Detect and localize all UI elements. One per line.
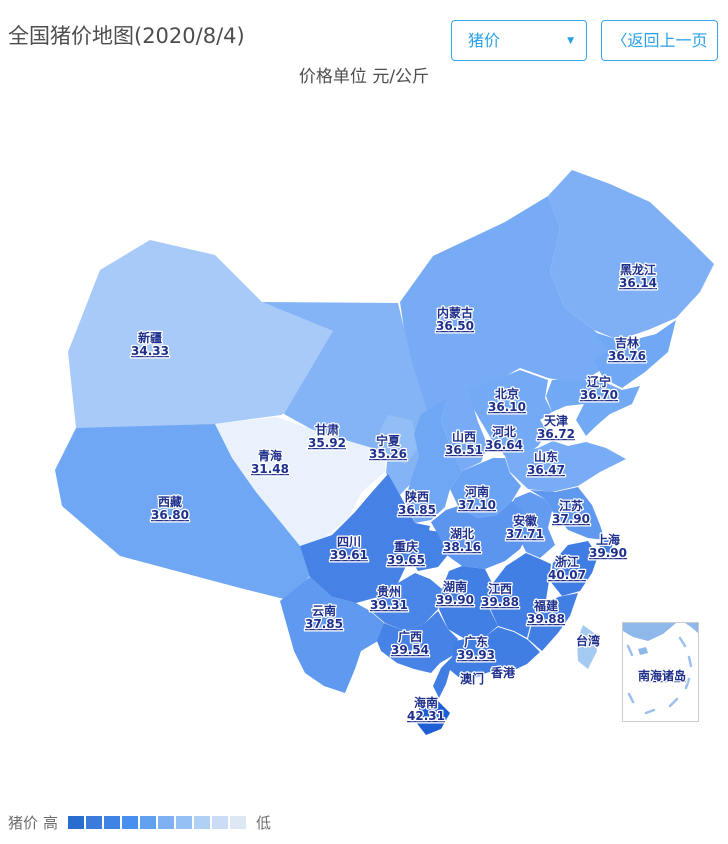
legend-swatch (140, 816, 157, 829)
province-ningxia[interactable] (380, 415, 419, 465)
legend-swatch (158, 816, 175, 829)
inset-islet (638, 647, 648, 655)
inset-label: 南海诸岛 (638, 668, 686, 683)
legend-swatch (86, 816, 103, 829)
legend-swatch (230, 816, 247, 829)
south-china-sea-inset: 南海诸岛 (622, 622, 699, 722)
province-guangdong[interactable] (433, 627, 540, 698)
province-label-jilin: 吉林 36.76 (608, 335, 646, 363)
province-hebei[interactable] (468, 370, 552, 458)
province-label-fujian: 福建 39.88 (527, 598, 565, 626)
province-zhejiang[interactable] (550, 541, 598, 596)
metric-select-value: 猪价 (468, 31, 501, 50)
chevron-left-icon: 〈 (611, 31, 628, 50)
province-label-anhui: 安徽 37.71 (506, 513, 544, 541)
province-label-ningxia: 宁夏 35.26 (369, 433, 407, 461)
province-label-yunnan: 云南 37.85 (305, 603, 343, 631)
province-label-heilongjiang: 黑龙江 36.14 (619, 262, 657, 290)
province-qinghai[interactable] (215, 417, 386, 546)
province-hainan[interactable] (415, 700, 450, 735)
province-guizhou[interactable] (371, 573, 442, 631)
province-shandong[interactable] (505, 441, 626, 492)
province-liaoning[interactable] (546, 380, 640, 436)
back-button[interactable]: 〈返回上一页 (601, 20, 718, 61)
province-label-neimenggu: 内蒙古 36.50 (436, 305, 474, 333)
province-jiangsu[interactable] (530, 487, 605, 540)
province-label-hunan: 湖南 39.90 (436, 579, 474, 607)
legend-swatches (68, 816, 247, 829)
province-label-chongqing: 重庆 39.65 (387, 539, 425, 567)
province-label-jiangxi: 江西 39.88 (481, 581, 519, 609)
province-label-shanghai: 上海 39.90 (589, 532, 627, 560)
province-jilin[interactable] (594, 320, 676, 388)
legend-swatch (194, 816, 211, 829)
province-label-beijing: 北京 36.10 (488, 386, 526, 414)
province-hubei[interactable] (431, 501, 530, 569)
province-label-hainan: 海南 42.31 (407, 695, 445, 723)
province-label-xianggang: 香港 (490, 665, 516, 680)
province-label-zhejiang: 浙江 40.07 (548, 554, 586, 582)
legend-high-label: 高 (43, 814, 59, 832)
province-label-tianjin: 天津 36.72 (537, 413, 575, 441)
province-label-xinjiang: 新疆 34.33 (131, 330, 169, 358)
inset-coast (623, 623, 676, 641)
province-label-gansu: 甘肃 35.92 (308, 422, 346, 450)
legend-swatch (122, 816, 139, 829)
metric-select[interactable]: 猪价 ▼ (451, 20, 587, 61)
province-neimenggu[interactable] (400, 196, 614, 422)
inset-border (622, 622, 699, 722)
province-guangxi[interactable] (377, 611, 458, 673)
province-label-guangxi: 广西 39.54 (391, 629, 429, 657)
unit-label: 价格单位 元/公斤 (298, 67, 430, 87)
province-jiangxi[interactable] (489, 553, 551, 638)
province-xianggang[interactable] (495, 664, 506, 672)
page-title: 全国猪价地图(2020/8/4) (8, 24, 245, 48)
province-label-guangdong: 广东 39.93 (457, 634, 495, 662)
province-anhui[interactable] (509, 492, 555, 558)
province-heilongjiang[interactable] (548, 170, 714, 340)
province-sichuan[interactable] (300, 474, 430, 603)
province-shanghai[interactable] (599, 539, 613, 553)
province-label-henan: 河南 37.10 (458, 484, 496, 512)
province-label-shaanxi: 陕西 36.85 (398, 489, 436, 517)
province-taiwan[interactable] (577, 625, 597, 669)
province-xizang[interactable] (55, 424, 330, 600)
province-label-taiwan: 台湾 (576, 633, 600, 648)
province-label-liaoning: 辽宁 36.70 (580, 374, 618, 402)
legend-title: 猪价 (8, 814, 39, 832)
province-label-shanxi: 山西 36.51 (445, 429, 483, 457)
province-aomen[interactable] (476, 669, 484, 677)
back-button-label: 返回上一页 (627, 31, 708, 50)
nine-dash-line (626, 636, 693, 715)
province-henan[interactable] (450, 458, 521, 518)
legend: 猪价 高 低 (8, 812, 271, 833)
legend-swatch (68, 816, 85, 829)
legend-low-label: 低 (256, 814, 272, 832)
province-label-sichuan: 四川 39.61 (330, 535, 368, 562)
province-label-guizhou: 贵州 39.31 (370, 584, 408, 612)
province-hunan[interactable] (439, 566, 498, 639)
caret-down-icon: ▼ (567, 36, 574, 46)
province-shanxi[interactable] (441, 390, 488, 471)
province-label-aomen: 澳门 (460, 671, 484, 686)
inset-coast (685, 623, 698, 633)
province-label-qinghai: 青海 31.48 (251, 448, 289, 476)
province-label-hubei: 湖北 38.16 (443, 526, 481, 554)
province-yunnan[interactable] (280, 577, 384, 693)
province-label-shandong: 山东 36.47 (527, 449, 565, 477)
province-shaanxi[interactable] (405, 399, 462, 523)
province-label-xizang: 西藏 36.80 (151, 494, 189, 522)
province-fujian[interactable] (528, 593, 578, 651)
legend-swatch (212, 816, 229, 829)
province-label-jiangsu: 江苏 37.90 (552, 498, 590, 526)
province-xinjiang[interactable] (68, 240, 333, 428)
legend-swatch (176, 816, 193, 829)
province-label-hebei: 河北 36.64 (485, 424, 523, 452)
legend-swatch (104, 816, 121, 829)
